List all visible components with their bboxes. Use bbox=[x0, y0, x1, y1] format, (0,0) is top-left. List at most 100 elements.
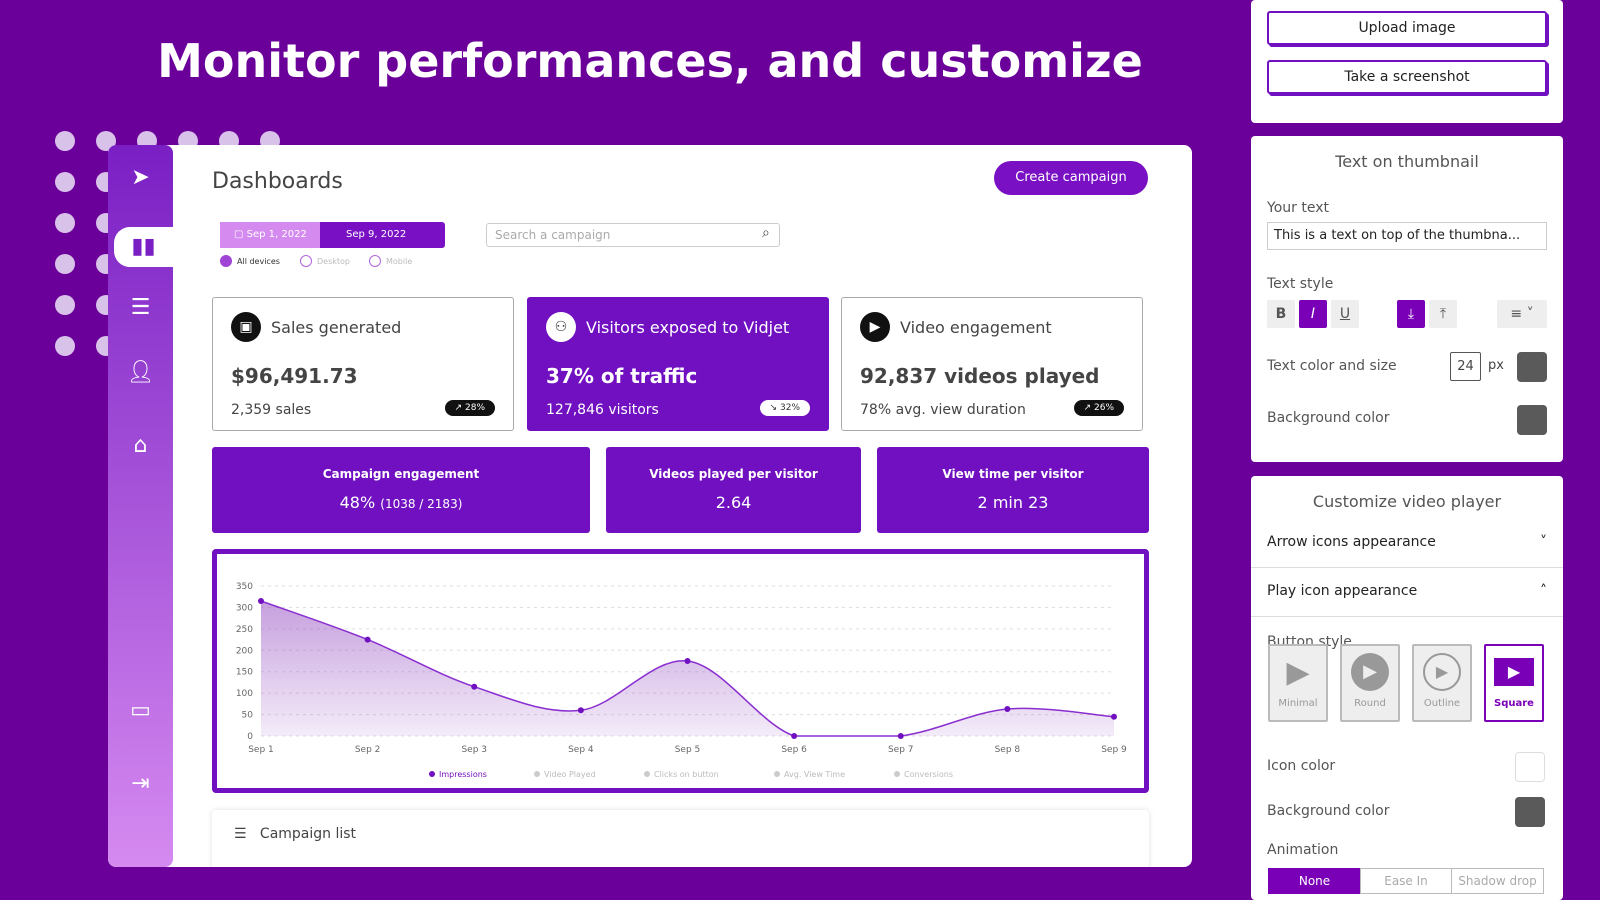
chevron-down-icon: ˅ bbox=[1540, 534, 1547, 550]
x-tick-label: Sep 9 bbox=[1101, 745, 1127, 755]
data-point bbox=[897, 733, 904, 739]
campaign-list-title: Campaign list bbox=[259, 826, 357, 842]
style-label: Round bbox=[1354, 698, 1386, 709]
campaign-list-header[interactable]: ☰ Campaign list bbox=[212, 810, 1149, 867]
home-icon[interactable]: ⌂ bbox=[133, 433, 148, 458]
background-color-swatch[interactable] bbox=[1515, 797, 1545, 827]
italic-button[interactable]: I bbox=[1299, 300, 1327, 328]
y-tick-label: 0 bbox=[247, 732, 253, 742]
background-color-label: Background color bbox=[1267, 410, 1390, 426]
icon-color-label: Icon color bbox=[1267, 758, 1336, 774]
card-title: Visitors exposed to Vidjet bbox=[586, 317, 790, 337]
decorative-dot bbox=[55, 213, 75, 233]
user-icon[interactable]: 👤︎ bbox=[126, 360, 155, 385]
radio-label: All devices bbox=[237, 256, 280, 266]
y-tick-label: 150 bbox=[236, 668, 253, 678]
play-square-icon: ▶ bbox=[1494, 658, 1534, 686]
card-sales: ▣ Sales generated $96,491.73 2,359 sales … bbox=[212, 297, 514, 431]
bold-button[interactable]: B bbox=[1267, 300, 1295, 328]
card-value: 37% of traffic bbox=[546, 364, 698, 388]
play-icon: ▶ bbox=[1286, 654, 1310, 690]
sidebar: ➤ ▮▮ ☰ 👤︎ ⌂ ▭ ⇥ bbox=[108, 145, 173, 867]
stat-value: 2 min 23 bbox=[977, 493, 1049, 512]
upload-image-button[interactable]: Upload image bbox=[1267, 11, 1547, 45]
card-video-engagement: ▶ Video engagement 92,837 videos played 7… bbox=[841, 297, 1143, 431]
stat-value: 48% bbox=[339, 493, 376, 512]
date-to-text: Sep 9, 2022 bbox=[346, 229, 407, 240]
trend-badge: ↗ 28% bbox=[444, 400, 495, 416]
background-color-swatch[interactable] bbox=[1517, 405, 1547, 435]
font-size-input[interactable]: 24 bbox=[1450, 352, 1481, 381]
accordion-label: Arrow icons appearance bbox=[1267, 534, 1436, 550]
data-point bbox=[471, 683, 478, 690]
date-to[interactable]: Sep 9, 2022 bbox=[320, 222, 445, 248]
y-tick-label: 300 bbox=[236, 603, 253, 613]
animation-none[interactable]: None bbox=[1268, 868, 1361, 894]
x-tick-label: Sep 1 bbox=[248, 745, 274, 755]
text-align-dropdown-icon[interactable]: ≡ ˅ bbox=[1497, 300, 1547, 328]
play-circle-icon: ▶ bbox=[860, 312, 890, 342]
your-text-input[interactable]: This is a text on top of the thumbna... bbox=[1267, 222, 1547, 250]
card-visitors: ⚇ Visitors exposed to Vidjet 37% of traff… bbox=[527, 297, 829, 431]
stat-label: Videos played per visitor bbox=[649, 467, 818, 481]
legend-marker bbox=[894, 771, 900, 777]
create-campaign-button[interactable]: Create campaign bbox=[994, 161, 1148, 195]
users-icon: ⚇ bbox=[546, 312, 576, 342]
data-point bbox=[577, 707, 584, 714]
icon-color-swatch[interactable] bbox=[1515, 752, 1545, 782]
search-icon[interactable]: ⌕ bbox=[762, 225, 770, 241]
chat-icon[interactable]: ▭ bbox=[130, 698, 151, 723]
legend-label: Impressions bbox=[439, 770, 487, 779]
data-point bbox=[364, 636, 371, 643]
panel-title: Text on thumbnail bbox=[1335, 152, 1479, 171]
style-square[interactable]: ▶ Square bbox=[1484, 644, 1544, 722]
radio-desktop[interactable]: Desktop bbox=[300, 255, 350, 267]
align-top-icon[interactable]: ⤒ bbox=[1429, 300, 1457, 328]
date-from-text: Sep 1, 2022 bbox=[246, 229, 307, 240]
style-outline[interactable]: ▶ Outline bbox=[1412, 644, 1472, 722]
play-icon-accordion[interactable]: Play icon appearance ˄ bbox=[1251, 569, 1563, 617]
accordion-label: Play icon appearance bbox=[1267, 583, 1418, 599]
style-round[interactable]: ▶ Round bbox=[1340, 644, 1400, 722]
card-sub: 78% avg. view duration bbox=[860, 402, 1026, 418]
underline-button[interactable]: U bbox=[1331, 300, 1359, 328]
legend-marker bbox=[429, 771, 435, 777]
card-value: $96,491.73 bbox=[231, 364, 358, 388]
decorative-dot bbox=[55, 172, 75, 192]
trend-badge: ↘ 32% bbox=[759, 400, 810, 416]
legend-marker bbox=[534, 771, 540, 777]
panel-title: Customize video player bbox=[1312, 492, 1502, 511]
data-point bbox=[1111, 713, 1117, 720]
bar-chart-icon[interactable]: ▮▮ bbox=[114, 227, 173, 267]
y-tick-label: 100 bbox=[236, 689, 253, 699]
date-from[interactable]: ▢ Sep 1, 2022 bbox=[220, 222, 335, 248]
stat-view-time: View time per visitor 2 min 23 bbox=[877, 447, 1149, 533]
take-screenshot-button[interactable]: Take a screenshot bbox=[1267, 60, 1547, 94]
decorative-dot bbox=[55, 336, 75, 356]
search-input[interactable]: Search a campaign bbox=[486, 223, 780, 247]
card-value: 92,837 videos played bbox=[860, 364, 1100, 388]
image-panel: Upload image Take a screenshot bbox=[1251, 0, 1563, 123]
align-bottom-icon[interactable]: ⤓ bbox=[1397, 300, 1425, 328]
radio-mobile[interactable]: Mobile bbox=[369, 255, 412, 267]
y-tick-label: 50 bbox=[242, 711, 254, 721]
style-minimal[interactable]: ▶ Minimal bbox=[1268, 644, 1328, 722]
menu-icon[interactable]: ☰ bbox=[130, 295, 151, 320]
unit-label: px bbox=[1488, 358, 1504, 373]
animation-ease-in[interactable]: Ease In bbox=[1360, 868, 1452, 894]
video-player-panel: Customize video player Arrow icons appea… bbox=[1251, 476, 1563, 900]
your-text-label: Your text bbox=[1267, 200, 1329, 216]
stat-videos-per-visitor: Videos played per visitor 2.64 bbox=[606, 447, 861, 533]
animation-shadow-drop[interactable]: Shadow drop bbox=[1451, 868, 1544, 894]
chart-svg: 0 50 100 150 200 250 300 350 Sep 1 Sep 2 Sep 3 Sep … bbox=[236, 582, 1127, 779]
text-color-swatch[interactable] bbox=[1517, 352, 1547, 382]
play-circle-icon: ▶ bbox=[1351, 653, 1389, 691]
dashboard-window: ➤ ▮▮ ☰ 👤︎ ⌂ ▭ ⇥ Dashboards Create campai… bbox=[108, 145, 1192, 867]
logo-play-icon[interactable]: ➤ bbox=[131, 165, 150, 190]
logout-icon[interactable]: ⇥ bbox=[131, 771, 150, 796]
radio-all-devices[interactable]: All devices bbox=[220, 255, 280, 267]
data-point bbox=[791, 733, 798, 739]
x-tick-label: Sep 8 bbox=[995, 745, 1021, 755]
legend-label: Video Played bbox=[544, 770, 596, 779]
arrow-icons-accordion[interactable]: Arrow icons appearance ˅ bbox=[1251, 520, 1563, 568]
